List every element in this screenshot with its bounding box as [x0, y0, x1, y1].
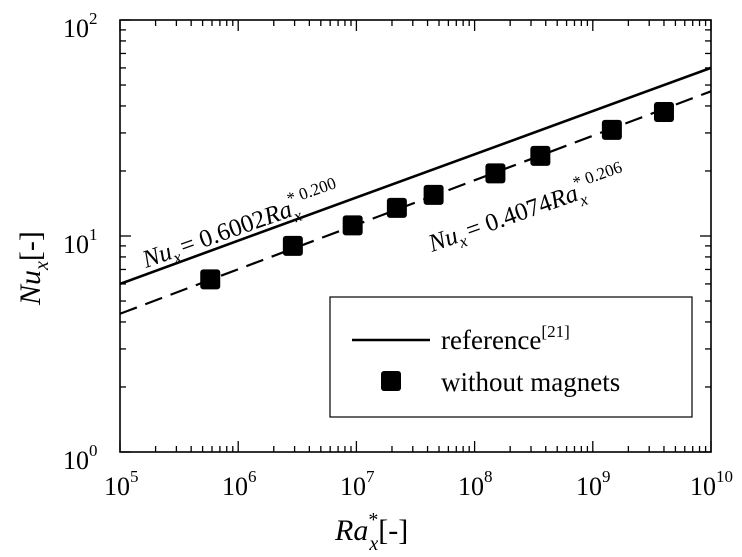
y-tick-label: 101: [63, 225, 98, 259]
legend-box: [329, 296, 693, 418]
data-point-marker: [386, 197, 407, 218]
legend: reference[21] without magnets: [329, 296, 693, 418]
legend-reference-label: reference[21]: [441, 322, 570, 355]
data-point-marker: [530, 145, 551, 166]
y-tick-labels: 102 101 100: [63, 9, 98, 475]
x-tick-label: 107: [340, 467, 375, 501]
x-tick-labels: 105 106 107 108 109 1010: [104, 467, 733, 501]
reference-line: [120, 66, 711, 286]
x-tick-label: 106: [222, 467, 257, 501]
x-tick-label: 108: [458, 467, 493, 501]
data-point-marker: [653, 102, 674, 123]
x-axis-title: Ra* x[-]: [334, 509, 408, 555]
data-point-marker: [342, 215, 363, 236]
data-point-marker: [601, 119, 622, 140]
y-tick-label: 100: [63, 441, 98, 475]
x-tick-label: 109: [576, 467, 611, 501]
x-tick-label: 105: [104, 467, 139, 501]
data-point-marker: [423, 184, 444, 205]
reference-equation-label: Nux= 0.6002Rax* 0.200: [136, 173, 345, 278]
y-axis-title: Nux[-]: [14, 231, 53, 306]
data-point-marker: [485, 163, 506, 184]
legend-without-magnets-marker: [381, 371, 401, 391]
without-magnets-equation-label: Nux= 0.4074Rax* 0.206: [422, 157, 631, 262]
x-tick-label: 1010: [690, 467, 733, 501]
y-tick-label: 102: [63, 9, 98, 43]
axis-ticks: [119, 19, 712, 453]
data-point-marker: [200, 269, 221, 290]
data-markers: [200, 102, 674, 290]
data-point-marker: [282, 235, 303, 256]
legend-without-magnets-label: without magnets: [441, 367, 620, 397]
